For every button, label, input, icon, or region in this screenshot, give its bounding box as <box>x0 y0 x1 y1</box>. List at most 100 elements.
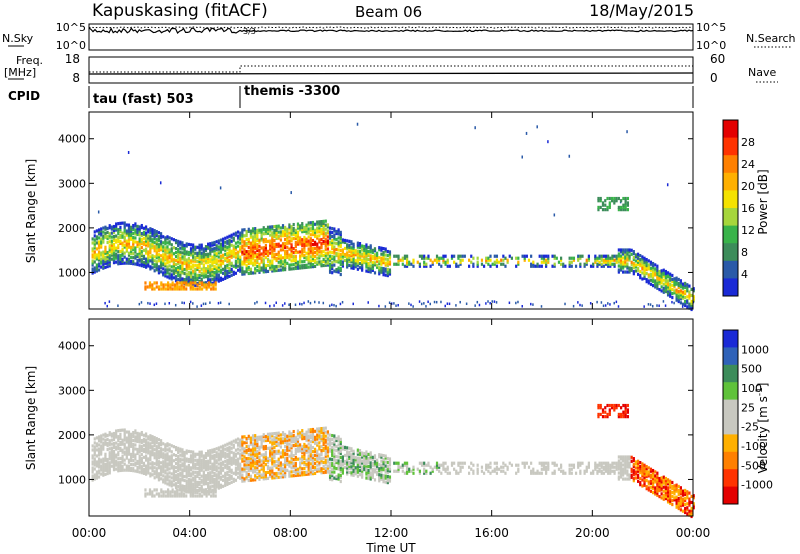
power-cell <box>328 232 332 236</box>
power-cell <box>341 248 344 252</box>
power-cell <box>369 260 372 264</box>
power-cell <box>232 272 235 276</box>
power-cell <box>95 235 98 239</box>
velocity-cell <box>213 455 216 460</box>
velocity-cell <box>279 475 282 479</box>
velocity-cell <box>155 457 158 461</box>
power-cell <box>166 271 169 275</box>
power-cell <box>181 277 184 281</box>
power-cell <box>281 256 285 260</box>
power-cell <box>333 257 336 261</box>
velocity-cell <box>177 454 180 459</box>
power-cell <box>228 242 231 246</box>
power-cell <box>115 222 118 226</box>
power-cell <box>151 228 154 232</box>
velocity-cell <box>177 446 180 451</box>
velocity-cell <box>279 445 282 449</box>
power-cell <box>200 253 203 257</box>
power-cell <box>134 256 137 260</box>
power-cell <box>239 237 242 241</box>
velocity-cell <box>348 462 351 466</box>
velocity-cell <box>211 480 214 484</box>
velocity-cell <box>117 467 120 471</box>
velocity-cell <box>142 463 146 467</box>
velocity-cell <box>236 465 240 469</box>
power-cell <box>239 263 242 267</box>
power-cell <box>654 263 657 267</box>
velocity-cell <box>331 474 334 478</box>
power-cell <box>290 231 293 235</box>
power-cell <box>356 261 359 265</box>
power-cell <box>185 266 188 270</box>
power-cell <box>632 270 635 274</box>
power-cell <box>181 267 184 271</box>
power-cell <box>643 258 646 262</box>
velocity-cell <box>256 449 259 454</box>
velocity-cell <box>333 448 336 452</box>
power-cell <box>207 278 210 282</box>
power-cell <box>102 252 105 256</box>
power-cell <box>299 226 302 230</box>
velocity-cell <box>239 442 242 446</box>
power-cell <box>256 244 259 249</box>
power-cell <box>157 247 161 251</box>
power-cell <box>393 262 396 266</box>
power-cell <box>335 259 338 264</box>
power-cell <box>117 238 120 242</box>
power-cell <box>181 255 184 259</box>
velocity-cell <box>273 476 276 480</box>
velocity-cell <box>303 460 306 465</box>
power-cell <box>350 266 353 270</box>
velocity-cell <box>115 467 118 471</box>
power-cell <box>262 262 265 266</box>
velocity-cell <box>254 448 257 452</box>
velocity-cell <box>337 473 340 477</box>
power-cell <box>279 238 282 242</box>
power-cell <box>224 258 227 262</box>
velocity-cell <box>309 468 312 472</box>
velocity-cell <box>179 483 182 487</box>
velocity-cell <box>189 480 193 484</box>
power-speckle <box>412 305 414 308</box>
power-cell <box>651 261 655 266</box>
velocity-cell <box>174 458 178 462</box>
velocity-cell <box>183 452 186 457</box>
power-cell <box>337 232 340 236</box>
power-cell <box>688 292 691 296</box>
power-cell <box>123 229 126 233</box>
velocity-cell <box>251 468 255 472</box>
velocity-cell <box>194 452 197 456</box>
velocity-cell <box>328 463 332 467</box>
power-cell <box>149 229 152 233</box>
power-cell <box>309 233 312 237</box>
power-cell <box>311 248 315 253</box>
power-cell <box>645 266 648 270</box>
power-cell <box>664 287 668 292</box>
power-cell <box>311 259 315 263</box>
power-cell <box>405 260 409 264</box>
velocity-cell <box>405 471 409 475</box>
velocity-cell <box>288 454 291 458</box>
power-cell <box>164 246 167 250</box>
velocity-cell <box>211 462 214 466</box>
velocity-cell <box>144 450 148 454</box>
power-cell <box>207 274 210 278</box>
power-cell <box>369 256 372 260</box>
power-cell <box>198 259 201 263</box>
power-cell <box>660 271 663 275</box>
power-cell <box>185 287 188 291</box>
power-cell <box>307 251 310 255</box>
power-cell <box>337 266 340 270</box>
velocity-cell <box>388 467 392 471</box>
velocity-cell <box>311 439 315 444</box>
velocity-cell <box>380 463 383 467</box>
power-speckle <box>192 302 194 305</box>
velocity-cell <box>187 483 190 488</box>
velocity-cell <box>230 446 233 450</box>
velocity-cell <box>258 473 261 477</box>
velocity-cell <box>164 475 167 479</box>
power-cell <box>164 287 167 291</box>
power-cell <box>339 244 342 249</box>
power-cell <box>290 227 293 231</box>
power-cell <box>271 247 274 251</box>
